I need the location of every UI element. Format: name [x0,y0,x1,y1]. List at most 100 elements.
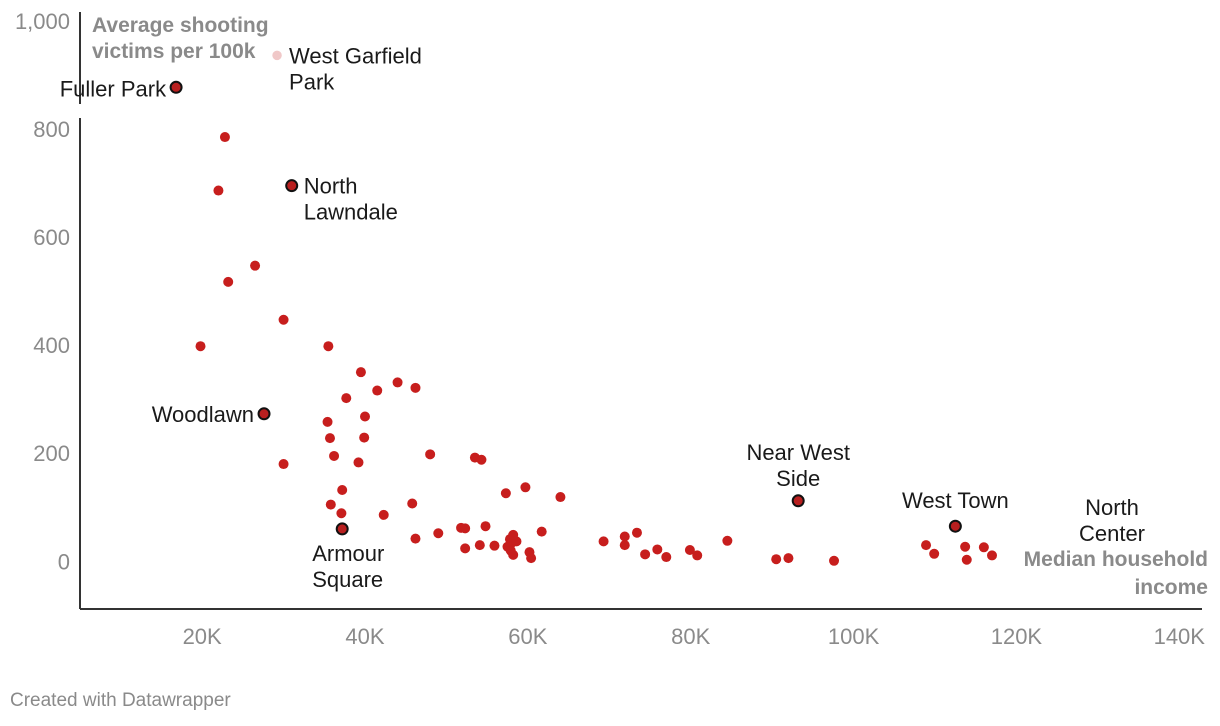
x-tick-label: 20K [183,624,222,649]
y-axis-title: victims per 100k [92,40,256,63]
tick-labels: 0 200 400 600 800 1,000 20K 40K 60K 80K 100K 120K 14… [15,9,1205,649]
data-point [692,550,703,561]
point-label: Fuller Park [60,76,167,101]
point-label: Woodlawn [152,402,254,427]
data-point [640,549,651,560]
data-point [960,541,971,552]
point-label: Square [312,567,383,592]
data-point [324,433,335,444]
x-tick-label: 60K [508,624,547,649]
data-point [929,548,940,559]
data-point [410,533,421,544]
point-label: West Garfield [289,43,422,68]
x-axis-title: Median household [1024,548,1208,571]
annotations: Average shooting victims per 100k Median h… [60,14,1208,599]
data-point [278,459,289,470]
y-tick-label: 200 [33,441,70,466]
data-point [392,377,403,388]
point-label: North [304,174,358,199]
data-point [536,526,547,537]
y-tick-label: 0 [58,549,70,574]
data-point [425,449,436,460]
highlighted-point [169,80,183,94]
data-point [360,411,370,422]
point-label: Park [289,69,335,94]
data-point [987,550,997,561]
data-point [219,132,230,143]
data-point [359,432,370,443]
x-tick-label: 120K [991,624,1043,649]
data-point [195,341,206,352]
data-point [250,260,261,271]
data-point [722,535,733,546]
point-label: Side [776,466,820,491]
data-point [598,536,609,547]
data-point [500,488,511,499]
y-axis-title: Average shooting [92,14,269,37]
data-point [323,341,334,352]
y-tick-label: 600 [33,225,70,250]
data-point [480,521,491,532]
highlighted-point [270,49,284,62]
data-point [341,393,352,404]
axes [79,12,1202,610]
data-point [433,528,444,539]
data-point [508,549,519,560]
data-point [520,482,531,493]
data-point [410,382,421,393]
point-label: Armour [312,541,384,566]
x-tick-label: 80K [671,624,710,649]
data-point [355,367,366,378]
data-point [336,508,347,519]
credit-text: Created with Datawrapper [10,690,231,711]
data-point [652,544,663,555]
data-point [619,540,630,551]
point-label: Center [1079,521,1145,546]
point-label: West Town [902,488,1009,513]
point-label: Near West [746,440,850,465]
data-point [684,545,695,555]
point-label: Lawndale [304,200,398,225]
data-point [526,553,537,564]
data-point [921,540,932,551]
data-point [961,554,972,565]
data-point [329,450,340,461]
data-point [978,542,989,553]
highlighted-point [285,179,299,193]
data-point [474,540,485,551]
data-point [372,385,383,396]
data-point [829,555,840,566]
data-point [783,553,794,564]
data-point [460,543,471,554]
data-point [337,485,348,495]
data-point [223,276,234,287]
scatter-chart: 0 200 400 600 800 1,000 20K 40K 60K 80K 100K 120K 14… [15,9,1208,649]
y-tick-label: 1,000 [15,9,70,34]
x-tick-label: 40K [345,624,384,649]
data-point [278,314,289,325]
data-point [378,509,389,520]
data-point [407,498,418,509]
data-point [489,540,500,551]
highlighted-point [257,407,271,421]
data-point [460,523,471,534]
data-point [476,454,487,465]
data-point [325,499,336,510]
data-point [619,531,630,542]
data-points [169,49,997,566]
x-tick-label: 100K [828,624,880,649]
x-tick-label: 140K [1154,624,1206,649]
data-point [322,416,333,427]
data-point [631,527,642,538]
data-point [353,457,364,468]
data-point [555,492,566,503]
data-point [508,529,519,540]
y-tick-label: 800 [33,117,70,142]
highlighted-point [335,522,349,536]
x-axis-title: income [1134,576,1208,599]
y-tick-label: 400 [33,333,70,358]
data-point [771,554,782,565]
data-point [213,185,224,196]
data-point [661,552,672,563]
point-label: North [1085,495,1139,520]
